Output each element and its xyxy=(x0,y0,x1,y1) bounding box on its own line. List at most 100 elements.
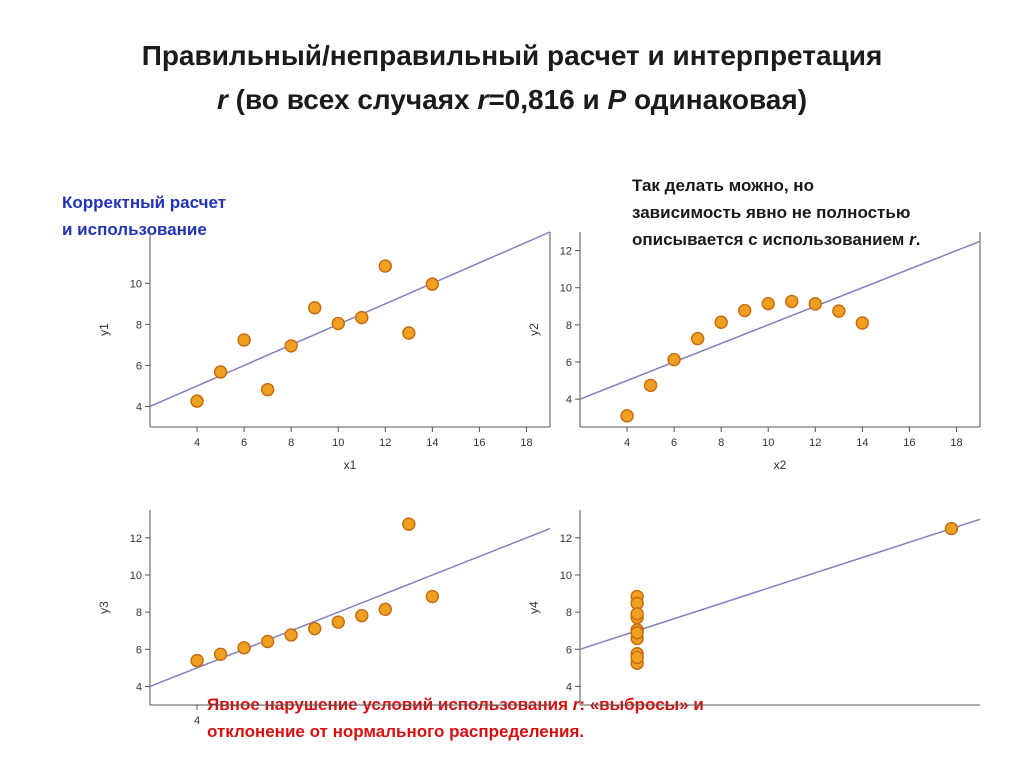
x-axis-label: x2 xyxy=(774,458,787,472)
data-point xyxy=(284,339,298,353)
note-violation-line-2: отклонение от нормального распределения. xyxy=(207,722,585,741)
data-point xyxy=(855,316,870,330)
data-point xyxy=(667,352,681,367)
x-tick-label: 14 xyxy=(856,437,868,449)
note-correct: Корректный расчет и использование xyxy=(62,189,302,243)
note-curve-line-1: Так делать можно, но xyxy=(632,176,814,195)
y-tick-label: 12 xyxy=(560,246,572,258)
note-violation-r: r xyxy=(572,695,580,714)
title-text-c: одинаковая) xyxy=(626,84,808,115)
data-point xyxy=(761,296,775,311)
y-axis-label: y1 xyxy=(97,323,111,336)
x-tick-label: 6 xyxy=(241,437,247,449)
regression-line xyxy=(149,527,551,688)
x-tick-label: 16 xyxy=(903,437,915,449)
y-tick-label: 4 xyxy=(136,681,142,693)
y-tick-label: 4 xyxy=(566,394,572,406)
note-correct-line-2: и использование xyxy=(62,220,207,239)
data-point xyxy=(714,315,728,329)
title-p-symbol: P xyxy=(607,84,627,115)
y-tick-label: 10 xyxy=(130,278,142,290)
note-curve-r: r xyxy=(909,230,916,249)
title-r-symbol-2: r xyxy=(477,84,489,115)
data-point xyxy=(808,297,822,311)
data-point xyxy=(190,653,204,668)
title-line-2: r (во всех случаях r=0,816 и P одинакова… xyxy=(0,78,1024,122)
y-tick-label: 10 xyxy=(560,570,572,582)
data-point xyxy=(331,615,345,629)
data-point xyxy=(690,331,705,346)
data-point xyxy=(308,621,322,636)
y-axis-label: y4 xyxy=(527,601,541,614)
x-tick-label: 12 xyxy=(809,437,821,449)
x-tick-label: 10 xyxy=(762,437,774,449)
y-tick-label: 4 xyxy=(136,401,142,413)
data-point xyxy=(620,409,634,423)
x-tick-label: 4 xyxy=(624,437,630,449)
x-tick-label: 12 xyxy=(379,437,391,449)
title-r-symbol: r xyxy=(216,84,228,115)
x-tick-label: 4 xyxy=(194,715,200,727)
note-curve: Так делать можно, но зависимость явно не… xyxy=(632,172,1012,253)
data-point xyxy=(190,394,204,408)
data-point xyxy=(237,333,251,347)
data-point xyxy=(425,589,440,604)
y-axis-label: y3 xyxy=(97,601,111,614)
y-axis-label: y2 xyxy=(527,323,541,336)
x-tick-label: 18 xyxy=(950,437,962,449)
data-point xyxy=(284,628,298,642)
x-tick-label: 8 xyxy=(288,437,294,449)
y-tick-label: 4 xyxy=(566,681,572,693)
x-axis-label: x1 xyxy=(344,458,357,472)
regression-line xyxy=(579,518,981,650)
x-tick-label: 6 xyxy=(671,437,677,449)
x-tick-label: 14 xyxy=(426,437,438,449)
data-point xyxy=(643,378,658,393)
note-correct-line-1: Корректный расчет xyxy=(62,193,227,212)
y-tick-label: 8 xyxy=(136,319,142,331)
y-tick-label: 12 xyxy=(560,533,572,545)
y-tick-label: 8 xyxy=(136,607,142,619)
title-text-a: (во всех случаях xyxy=(227,84,478,115)
note-curve-text: описывается с использованием xyxy=(632,230,910,249)
data-point xyxy=(402,326,416,340)
y-tick-label: 6 xyxy=(136,644,142,656)
title-text-b: =0,816 и xyxy=(488,84,608,115)
data-point xyxy=(738,303,752,318)
scatter-plot-1: 4 6 8 10 4 6 8 10 12 14 16 18 y1 x1 xyxy=(97,231,551,472)
data-point xyxy=(785,294,799,309)
title-line-1: Правильный/неправильный расчет и интерпр… xyxy=(141,40,883,71)
data-point xyxy=(630,626,644,640)
data-point xyxy=(944,521,959,536)
data-point xyxy=(630,650,644,665)
scatter-plot-3: 4 6 8 10 12 4 y3 xyxy=(97,510,551,727)
data-point xyxy=(355,608,369,623)
data-point xyxy=(355,310,369,325)
y-tick-label: 12 xyxy=(130,533,142,545)
note-curve-dot: . xyxy=(915,230,921,249)
data-point xyxy=(331,316,345,331)
data-point xyxy=(260,382,275,397)
y-tick-label: 6 xyxy=(566,644,572,656)
data-point xyxy=(213,647,228,662)
y-tick-label: 6 xyxy=(136,360,142,372)
y-tick-label: 10 xyxy=(560,283,572,295)
y-tick-label: 6 xyxy=(566,357,572,369)
data-point xyxy=(237,641,251,655)
x-tick-label: 4 xyxy=(194,437,200,449)
slide-title: Правильный/неправильный расчет и интерпр… xyxy=(0,34,1024,122)
data-point xyxy=(213,365,228,379)
regression-line xyxy=(149,231,551,408)
data-point xyxy=(402,517,416,531)
data-point xyxy=(832,304,846,318)
data-point xyxy=(378,259,392,273)
regression-line xyxy=(579,240,981,400)
data-point xyxy=(425,277,440,291)
data-point xyxy=(630,607,644,621)
data-point xyxy=(308,301,322,315)
x-tick-label: 8 xyxy=(718,437,724,449)
data-point xyxy=(378,602,392,617)
y-tick-label: 8 xyxy=(566,607,572,619)
scatter-plot-4: 4 6 8 10 12 y4 xyxy=(527,510,981,706)
y-tick-label: 8 xyxy=(566,320,572,332)
